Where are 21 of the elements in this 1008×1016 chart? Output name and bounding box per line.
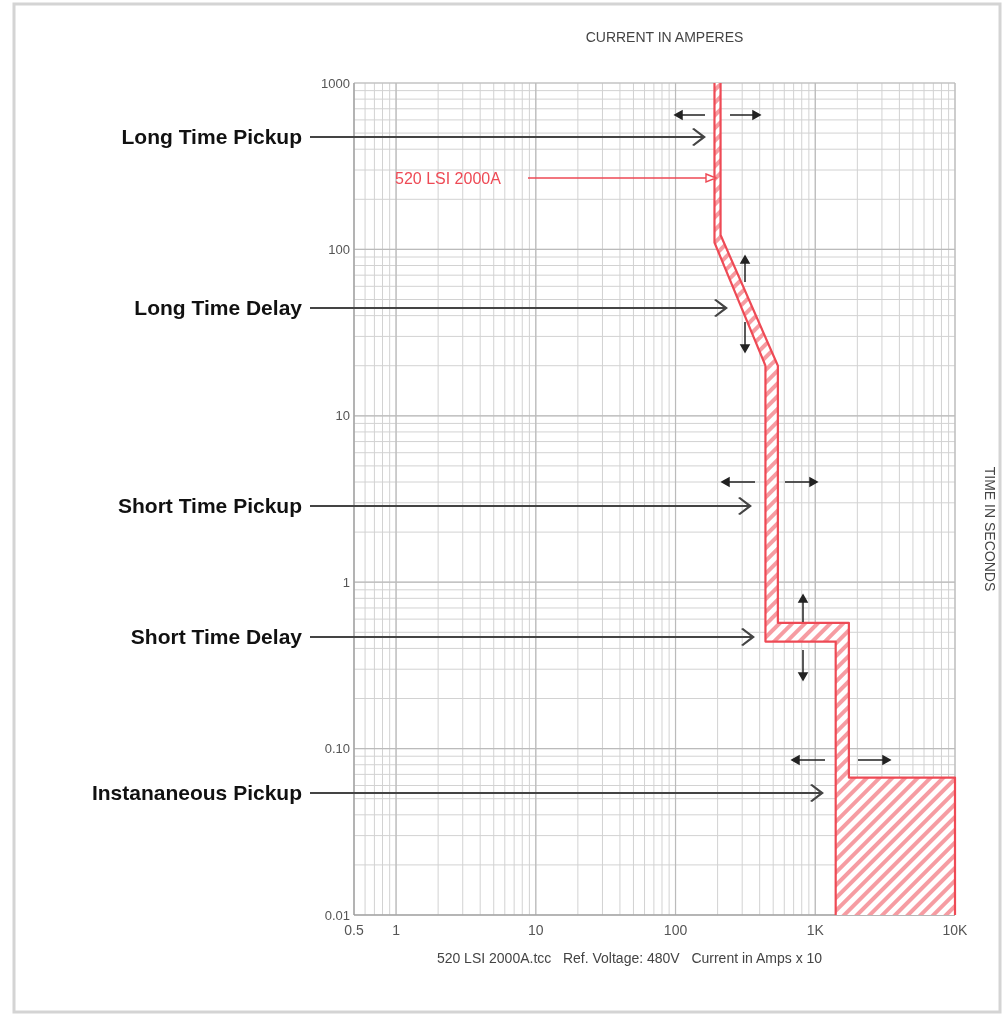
annotation: 520 LSI 2000A <box>395 169 502 187</box>
x-tick-label: 10 <box>528 922 544 938</box>
y-tick-label: 100 <box>328 241 350 257</box>
x-tick-label: 1 <box>392 922 401 938</box>
x-tick-label: 1K <box>806 922 825 938</box>
y-tick-label: 0.01 <box>324 907 350 923</box>
y-tick-label: 10 <box>335 408 350 424</box>
text: Long Time Pickup <box>121 125 302 149</box>
x-tick-label: 100 <box>663 922 688 938</box>
text: Short Time Delay <box>130 625 303 649</box>
text: Short Time Pickup <box>118 494 302 518</box>
y-axis-title: TIME IN SECONDS <box>982 466 998 592</box>
text: 520 LSI 2000A.tcc Ref. Voltage: 480V Current in Amps x 10 <box>436 950 823 966</box>
y-tick-label: 1 <box>342 574 350 590</box>
y-tick-label: 0.10 <box>324 741 350 757</box>
x-tick-label: 0.5 <box>344 922 364 938</box>
x-tick-label: 10K <box>942 922 969 938</box>
text: Instananeous Pickup <box>91 781 302 805</box>
x-axis-title: CURRENT IN AMPERES <box>585 29 744 45</box>
y-tick-label: 1000 <box>321 75 350 91</box>
text: Long Time Delay <box>134 296 303 320</box>
